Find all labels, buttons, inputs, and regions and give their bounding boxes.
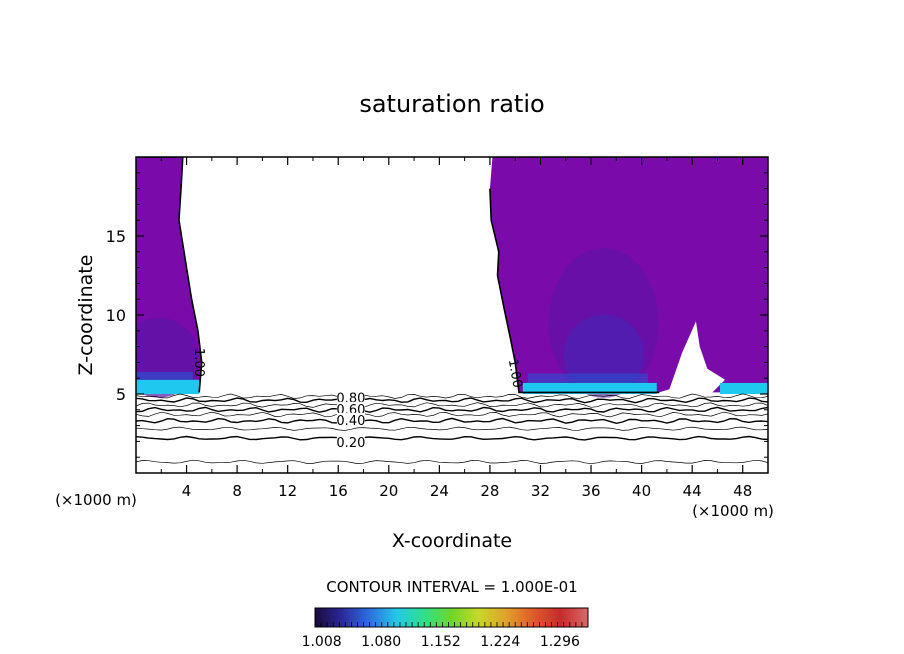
contour-line-0.50	[136, 411, 768, 418]
x-tick-label: 32	[531, 482, 550, 500]
y-tick-label: 15	[106, 227, 126, 246]
contour-line-0.10	[136, 459, 768, 465]
y-axis-ticks: 5 10 15	[106, 172, 768, 458]
contour-line-0.20	[136, 435, 768, 441]
contour-label-bg	[336, 434, 365, 448]
contour-interval-text: CONTOUR INTERVAL = 1.000E-01	[326, 578, 577, 596]
x-tick-label: 4	[182, 482, 192, 500]
x-tick-label: 8	[232, 482, 242, 500]
contour-1.00-left	[136, 157, 203, 393]
blue-band-right	[527, 373, 648, 383]
contour-label-bg	[336, 390, 365, 404]
x-tick-label: 12	[278, 482, 297, 500]
chart-title: saturation ratio	[359, 90, 544, 118]
x-unit-label-right: (×1000 m)	[692, 502, 774, 520]
x-tick-label: 28	[480, 482, 499, 500]
y-tick-label: 10	[106, 306, 126, 325]
contour-line-0.30	[136, 426, 768, 431]
contour-lines-layer	[136, 393, 768, 465]
colorbar	[314, 607, 589, 628]
contour-label-group: 1.00	[191, 348, 206, 377]
colorbar-tick-label: 1.152	[421, 634, 461, 650]
colorbar-tick-marks	[314, 622, 589, 627]
contour-line-0.90	[136, 393, 768, 400]
x-tick-label: 36	[581, 482, 600, 500]
contour-label: 0.40	[336, 414, 365, 429]
x-tick-label: 40	[632, 482, 651, 500]
contour-line-0.60	[136, 406, 768, 413]
supersaturation-fill-layer	[136, 157, 768, 398]
contour-label-group: 0.20	[336, 434, 365, 451]
contour-line-0.40	[136, 417, 768, 425]
colorbar-tick-label: 1.080	[361, 634, 401, 650]
y-axis-label: Z-coordinate	[75, 255, 97, 376]
contour-label-bg	[336, 401, 365, 415]
contour-label: 1.00	[191, 348, 206, 377]
x-axis-ticks: 4 8 12 16 20 24 28 32 36 40 44 48	[160, 157, 752, 500]
x-tick-label: 48	[733, 482, 752, 500]
colorbar-tick-label: 1.008	[302, 634, 342, 650]
x-tick-label: 44	[683, 482, 702, 500]
blue-band-left	[136, 371, 193, 380]
x-tick-label: 16	[329, 482, 348, 500]
contour-labels-layer: 1.00 1.000.800.600.400.20	[191, 348, 525, 451]
cyan-base-left	[136, 379, 200, 394]
contour-label-bg	[336, 412, 365, 426]
contour-label: 0.20	[336, 436, 365, 451]
cyan-base-right	[522, 382, 657, 394]
contour-1.00-right	[489, 188, 660, 394]
contour-line-0.70	[136, 402, 768, 408]
colorbar-tick-labels: 1.008 1.080 1.152 1.224 1.296	[302, 634, 580, 650]
contour-line-0.80	[136, 397, 768, 404]
colorbar-tick-label: 1.224	[480, 634, 520, 650]
colorbar-tick-label: 1.296	[540, 634, 580, 650]
plot-area	[136, 157, 768, 465]
x-tick-label: 24	[430, 482, 449, 500]
contour-label-group: 0.40	[336, 412, 365, 429]
x-axis-label: X-coordinate	[392, 530, 512, 552]
x-unit-label-left: (×1000 m)	[55, 491, 137, 509]
contour-label: 1.00	[505, 358, 525, 389]
y-tick-label: 5	[116, 385, 126, 404]
x-tick-label: 20	[379, 482, 398, 500]
cyan-base-far-right	[719, 382, 768, 394]
contour-label-group: 1.00	[505, 358, 525, 389]
